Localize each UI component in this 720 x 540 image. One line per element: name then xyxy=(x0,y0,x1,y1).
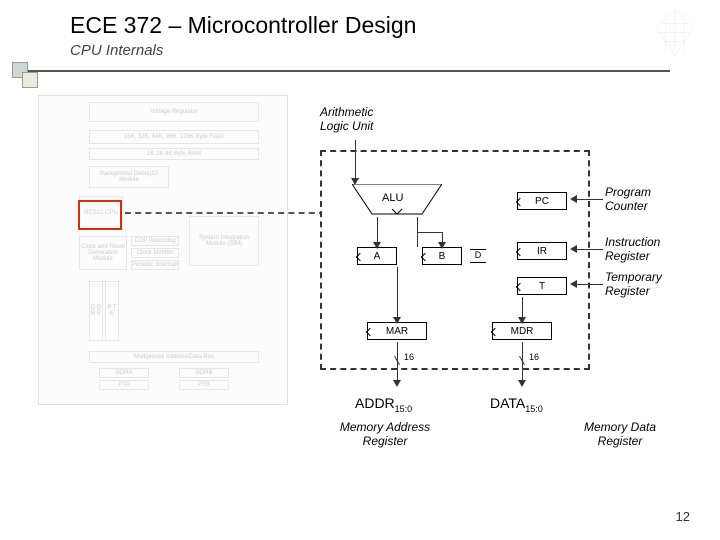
d-register: D xyxy=(470,249,486,263)
arrow-icon xyxy=(373,242,381,249)
cpu-internals-diagram: ALU PC A B D IR T MAR MDR xyxy=(320,150,590,370)
slide-subtitle: CPU Internals xyxy=(70,42,163,59)
mdr-register: MDR xyxy=(492,322,552,340)
a-register: A xyxy=(357,247,397,265)
mdr-annotation: Memory Data Register xyxy=(570,420,670,448)
b-label: B xyxy=(439,251,446,262)
chip-block-diagram: Voltage Regulator 16K, 32K, 64K, 96K, 12… xyxy=(38,95,288,405)
pc-label: PC xyxy=(535,196,549,207)
data-bus-label: DATA15:0 xyxy=(490,395,543,414)
ir-register: IR xyxy=(517,242,567,260)
accent-square xyxy=(22,72,38,88)
title-rule xyxy=(20,70,670,72)
arrow-icon xyxy=(518,380,526,387)
b-register: B xyxy=(422,247,462,265)
line xyxy=(575,284,603,285)
ir-annotation: Instruction Register xyxy=(605,235,660,263)
bus-width-16: 16 xyxy=(529,352,539,362)
cpu-highlight-box xyxy=(78,200,122,230)
arrow-icon xyxy=(518,317,526,324)
line xyxy=(575,249,603,250)
a-label: A xyxy=(374,251,381,262)
mdr-label: MDR xyxy=(511,326,534,337)
mar-label: MAR xyxy=(386,326,408,337)
bus-line xyxy=(417,232,442,233)
line xyxy=(575,199,603,200)
alu-label: ALU xyxy=(382,192,403,204)
dashed-connector xyxy=(125,212,325,214)
line xyxy=(355,140,356,182)
pc-register: PC xyxy=(517,192,567,210)
ir-label: IR xyxy=(537,246,547,257)
tr-annotation: Temporary Register xyxy=(605,270,662,298)
bus-width-16: 16 xyxy=(404,352,414,362)
pc-annotation: Program Counter xyxy=(605,185,651,213)
slide-title: ECE 372 – Microcontroller Design xyxy=(70,12,416,39)
page-number: 12 xyxy=(676,509,690,524)
arrow-icon xyxy=(438,242,446,249)
t-label: T xyxy=(539,281,545,292)
mar-register: MAR xyxy=(367,322,427,340)
addr-bus-label: ADDR15:0 xyxy=(355,395,412,414)
bus-line xyxy=(397,267,398,322)
corner-logo xyxy=(645,5,705,60)
arrow-icon xyxy=(393,380,401,387)
mar-annotation: Memory Address Register xyxy=(320,420,450,448)
alu-annotation: Arithmetic Logic Unit xyxy=(320,105,373,133)
arrow-icon xyxy=(393,317,401,324)
arrow-icon xyxy=(351,178,359,185)
t-register: T xyxy=(517,277,567,295)
